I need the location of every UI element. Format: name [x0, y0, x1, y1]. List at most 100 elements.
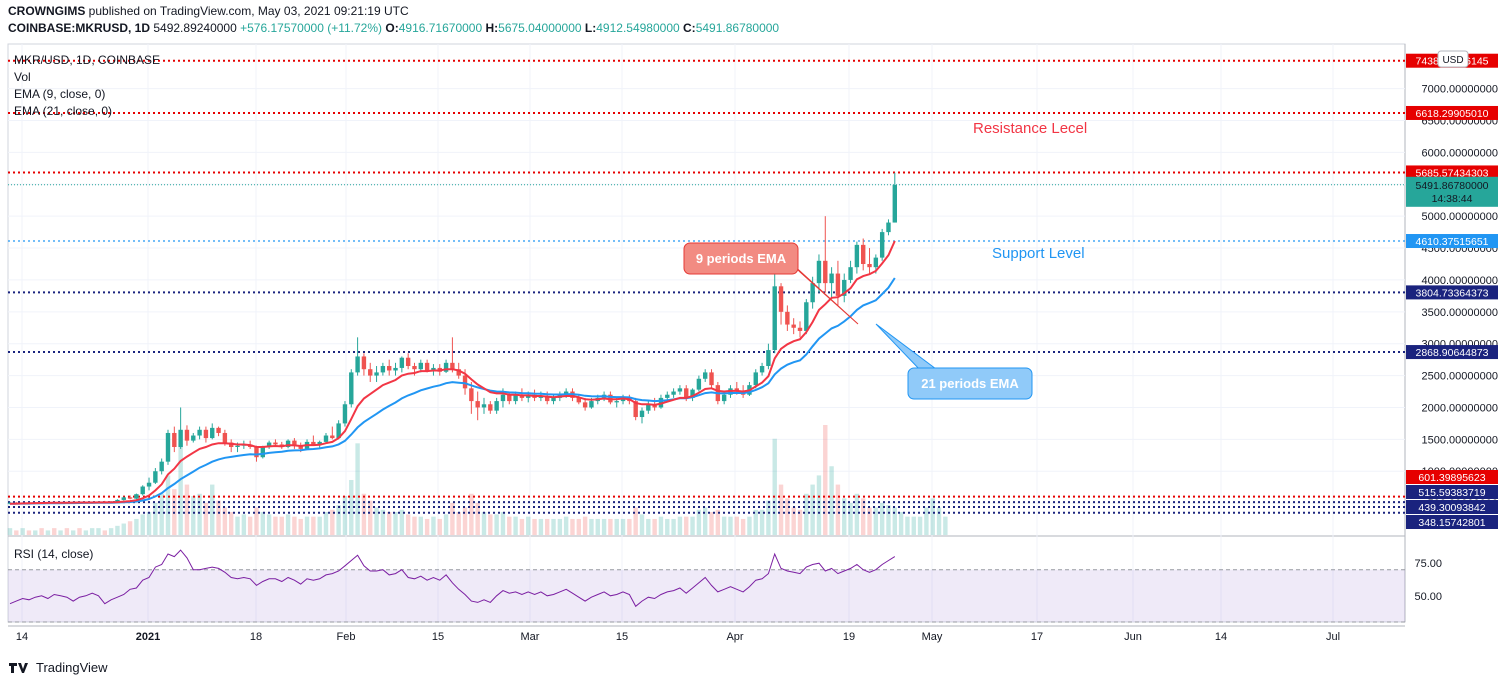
candle-body	[494, 401, 499, 411]
volume-bar	[298, 518, 303, 535]
price-tick-label: 2500.00000000	[1422, 371, 1498, 383]
volume-bar	[823, 425, 828, 535]
volume-bar	[804, 493, 809, 535]
candle-body	[892, 184, 897, 223]
volume-bar	[778, 484, 784, 535]
candle-body	[203, 429, 209, 439]
chart-axes: 7000.000000006500.000000006000.000000005…	[16, 53, 1498, 643]
volume-bar	[380, 509, 386, 535]
volume-bar	[658, 516, 664, 535]
close-label: C:	[683, 21, 696, 35]
volume-bar	[488, 514, 493, 535]
volume-bar	[7, 528, 13, 535]
volume-bar	[835, 484, 841, 535]
tradingview-logo-icon	[9, 662, 28, 673]
candle-body	[462, 375, 468, 389]
volume-bar	[481, 512, 487, 535]
volume-bar	[14, 530, 19, 535]
level-tag-label: 5685.57434303	[1416, 167, 1489, 179]
ema9-callout-box	[683, 242, 799, 275]
candle-body	[393, 367, 398, 371]
open-label: O:	[385, 21, 399, 35]
ema9-line	[9, 240, 896, 505]
level-tag-label: 6618.29905010	[1416, 108, 1489, 120]
volume-bar	[886, 505, 891, 535]
volume-bar	[77, 528, 82, 535]
volume-bar	[96, 528, 101, 535]
candle-body	[677, 388, 683, 392]
volume-bar	[456, 512, 461, 535]
candle-body	[317, 441, 322, 445]
candle-body	[412, 366, 417, 370]
volume-bar	[184, 484, 190, 535]
price-tick-label: 6000.00000000	[1422, 147, 1498, 159]
time-tick-label: 18	[250, 631, 262, 643]
volume-bar	[917, 516, 923, 535]
brand-name: TradingView	[36, 660, 108, 675]
tradingview-logo[interactable]: TradingView	[8, 660, 108, 675]
price-tick-label: 5000.00000000	[1422, 211, 1498, 223]
level-tag-label: 4610.37515651	[1416, 236, 1489, 248]
candle-body	[374, 372, 379, 376]
candle-body	[842, 279, 847, 296]
volume-bar	[684, 516, 689, 535]
volume-bar	[165, 475, 171, 535]
volume-bar	[64, 528, 70, 535]
volume-bar	[342, 496, 348, 535]
candle-body	[216, 427, 221, 433]
volume-bar	[608, 518, 613, 535]
candle-body	[646, 404, 651, 411]
volume-bar	[740, 518, 746, 535]
volume-bar	[58, 530, 63, 535]
volume-bar	[33, 530, 38, 535]
candle-body	[159, 461, 164, 472]
close-value: 5491.86780000	[695, 21, 780, 35]
volume-bar	[582, 516, 588, 535]
candle-body	[197, 429, 202, 436]
volume-bar	[614, 518, 619, 535]
volume-bar	[709, 512, 714, 535]
rsi-band	[8, 569, 1405, 622]
volume-bar	[924, 507, 929, 535]
volume-bar	[83, 530, 89, 535]
candle-body	[368, 369, 373, 376]
volume-bar	[52, 528, 57, 535]
candle-body	[178, 429, 183, 448]
volume-bar	[879, 502, 885, 535]
currency-badge[interactable]: USD	[1437, 50, 1469, 68]
volume-bar	[930, 498, 935, 535]
candle-body	[829, 273, 834, 284]
candle-body	[500, 394, 506, 402]
candle-body	[222, 432, 228, 443]
author-name[interactable]: CROWNGIMS	[8, 4, 86, 18]
candle-body	[766, 350, 771, 367]
candlesticks	[7, 172, 897, 505]
volume-bar	[526, 516, 531, 535]
volume-bar	[538, 518, 544, 535]
volume-bar	[690, 516, 695, 535]
volume-bar	[311, 516, 316, 535]
candle-body	[507, 394, 512, 402]
volume-bar	[266, 514, 272, 535]
candle-body	[134, 494, 139, 499]
candle-body	[254, 447, 259, 458]
candle-body	[355, 356, 360, 373]
candle-body	[797, 327, 803, 331]
candle-body	[684, 388, 689, 398]
time-tick-label: May	[922, 631, 943, 643]
candle-body	[475, 401, 480, 408]
volume-bar	[247, 516, 253, 535]
volume-bar	[570, 518, 575, 535]
chart-grid	[7, 43, 1406, 627]
volume-bar	[715, 509, 721, 535]
legend-symbol: MKR/USD, 1D, COINBASE	[14, 53, 160, 67]
support-annotation: Support Level	[992, 245, 1085, 262]
volume-bar	[102, 530, 107, 535]
candle-body	[273, 442, 278, 445]
candle-body	[235, 445, 240, 448]
candle-body	[405, 357, 411, 367]
legend-ema9: EMA (9, close, 0)	[14, 87, 105, 101]
high-value: 5675.04000000	[498, 21, 582, 35]
volume-bar	[285, 514, 291, 535]
